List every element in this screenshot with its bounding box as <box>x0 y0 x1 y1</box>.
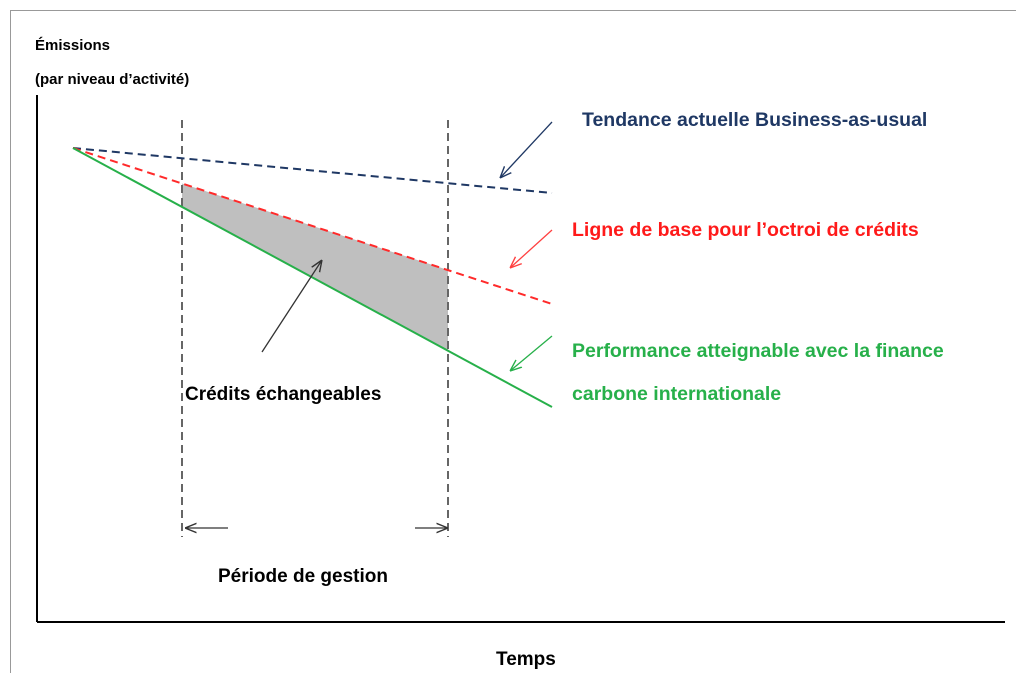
performance-arrow <box>510 335 553 371</box>
x-label: Temps <box>496 649 556 670</box>
bau-arrow <box>500 121 553 178</box>
y-label: Émissions <box>35 37 110 54</box>
bau-line <box>72 147 553 194</box>
bau-label: Tendance actuelle Business-as-usual <box>582 109 927 131</box>
y-label: (par niveau d’activité) <box>35 71 189 88</box>
period-label: Période de gestion <box>218 566 388 587</box>
performance-line <box>72 147 553 408</box>
baseline-label: Ligne de base pour l’octroi de crédits <box>572 219 919 241</box>
credit-area <box>182 183 448 351</box>
performance-label: carbone internationale <box>572 383 781 405</box>
credit-arrow <box>261 260 322 353</box>
area-label: Crédits échangeables <box>185 384 381 405</box>
baseline-line <box>72 147 553 305</box>
frame <box>10 10 1016 673</box>
baseline-arrow <box>510 229 553 268</box>
performance-label: Performance atteignable avec la finance <box>572 340 944 362</box>
